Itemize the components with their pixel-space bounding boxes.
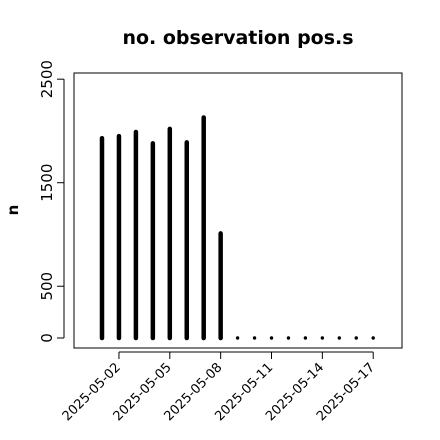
y-axis-title: n bbox=[4, 205, 22, 216]
bar bbox=[371, 336, 375, 340]
bar bbox=[320, 336, 325, 340]
y-tick-label: 1500 bbox=[38, 164, 56, 202]
bar bbox=[269, 336, 274, 340]
bar bbox=[252, 336, 257, 340]
y-tick-label: 500 bbox=[38, 272, 56, 301]
y-tick-label: 2500 bbox=[38, 60, 56, 98]
bar bbox=[235, 336, 240, 340]
bar bbox=[354, 336, 358, 340]
chart-title: no. observation pos.s bbox=[122, 27, 353, 49]
plot-area: 0500150025002025-05-022025-05-052025-05-… bbox=[38, 60, 403, 424]
plot-frame bbox=[73, 72, 403, 349]
bar bbox=[337, 336, 341, 340]
y-tick-label: 0 bbox=[38, 333, 56, 343]
bar bbox=[286, 336, 291, 340]
bar bbox=[303, 336, 308, 340]
